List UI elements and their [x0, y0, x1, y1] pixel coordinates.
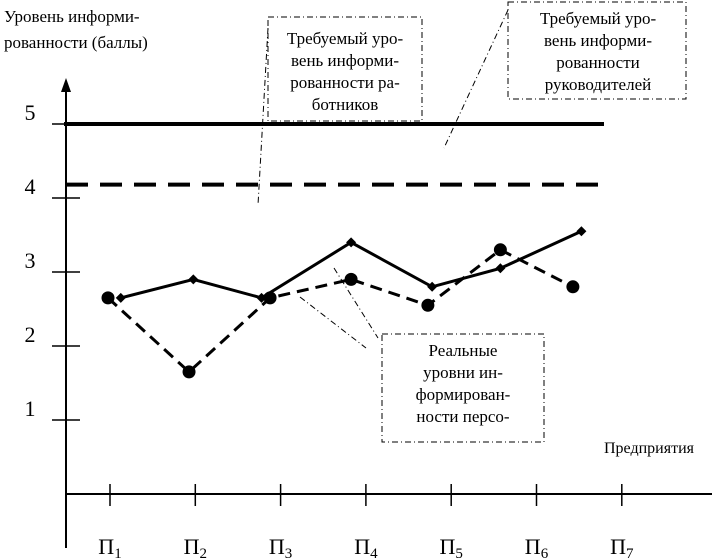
series-1-point-6 [495, 263, 506, 274]
y-tick-label-4: 4 [25, 174, 36, 199]
x-tick-label-4: П4 [354, 534, 378, 560]
y-axis-arrow [61, 78, 71, 92]
annotation-managers: Требуемый уро- вень информи- рованности … [512, 8, 684, 96]
x-tick-label-5: П5 [440, 534, 463, 560]
series-1-point-1 [115, 292, 126, 303]
x-tick-label-1: П1 [98, 534, 121, 560]
annotation-box-managers [507, 1, 687, 100]
series-2-point-7 [566, 280, 580, 294]
y-tick-label-5: 5 [25, 100, 36, 125]
annotation-actual: Реальные уровни ин- формирован- ности пе… [386, 340, 540, 438]
y-tick-label-1: 1 [25, 396, 36, 421]
y-tick-label-3: 3 [25, 248, 36, 273]
y-axis-title: Уровень информи- рованности (баллы) [4, 7, 148, 52]
series-2-point-3 [263, 291, 277, 305]
leader-managers [443, 9, 509, 149]
series-1-point-4 [346, 237, 357, 248]
x-tick-label-3: П3 [269, 534, 292, 560]
annotation-workers: Требуемый уро- вень информи- рованности … [272, 28, 418, 116]
x-axis-title: Предприятия [604, 440, 694, 457]
y-tick-label-2: 2 [25, 322, 36, 347]
x-tick-label-7: П7 [610, 534, 634, 560]
series-1-point-5 [427, 281, 438, 292]
leader-workers [257, 27, 269, 206]
series-2-point-5 [421, 298, 435, 312]
series-1-point-2 [188, 274, 199, 285]
x-tick-label-6: П6 [525, 534, 549, 560]
series-2-point-4 [344, 272, 358, 286]
series-2-point-2 [182, 365, 196, 379]
x-tick-label-2: П2 [184, 534, 207, 560]
series-2-point-6 [493, 243, 507, 257]
leader-actual-1 [333, 267, 379, 339]
series-1-point-7 [576, 226, 587, 237]
series-1-point-3 [256, 292, 267, 303]
leader-actual-2 [299, 296, 367, 349]
annotation-box-actual [381, 333, 545, 443]
series-2-point-1 [101, 291, 115, 305]
annotation-box-workers [267, 16, 423, 122]
